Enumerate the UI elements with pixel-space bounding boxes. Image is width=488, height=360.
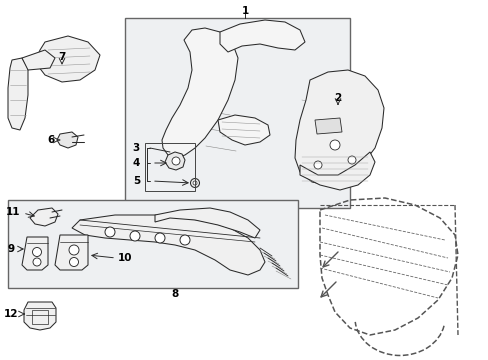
Polygon shape xyxy=(24,302,56,330)
Text: 12: 12 xyxy=(3,309,18,319)
Circle shape xyxy=(347,156,355,164)
Circle shape xyxy=(32,248,41,256)
Polygon shape xyxy=(220,20,305,52)
Polygon shape xyxy=(8,58,28,130)
Polygon shape xyxy=(35,36,100,82)
Text: 2: 2 xyxy=(334,93,341,103)
Bar xyxy=(125,18,349,208)
Circle shape xyxy=(180,235,190,245)
Text: 11: 11 xyxy=(5,207,20,217)
Bar xyxy=(145,143,195,191)
Polygon shape xyxy=(314,118,341,134)
Polygon shape xyxy=(294,70,383,185)
Polygon shape xyxy=(22,50,55,70)
Bar xyxy=(8,200,297,288)
Text: 10: 10 xyxy=(118,253,132,263)
Polygon shape xyxy=(72,215,264,275)
Circle shape xyxy=(313,161,321,169)
Circle shape xyxy=(33,258,41,266)
Text: 3: 3 xyxy=(132,143,140,153)
Text: 9: 9 xyxy=(8,244,15,254)
Text: 1: 1 xyxy=(241,6,248,16)
Polygon shape xyxy=(164,152,184,170)
Circle shape xyxy=(105,227,115,237)
Polygon shape xyxy=(162,28,238,158)
Polygon shape xyxy=(155,208,260,238)
Polygon shape xyxy=(55,235,88,270)
Text: 5: 5 xyxy=(132,176,140,186)
Text: 4: 4 xyxy=(132,158,140,168)
Circle shape xyxy=(329,140,339,150)
Polygon shape xyxy=(57,132,78,148)
Polygon shape xyxy=(299,152,374,190)
Circle shape xyxy=(130,231,140,241)
Circle shape xyxy=(172,157,180,165)
Circle shape xyxy=(190,179,199,188)
Polygon shape xyxy=(218,115,269,145)
Polygon shape xyxy=(30,208,58,226)
Circle shape xyxy=(69,245,79,255)
Circle shape xyxy=(193,181,197,185)
Circle shape xyxy=(155,233,164,243)
Text: 8: 8 xyxy=(171,289,178,299)
Circle shape xyxy=(69,257,79,266)
Polygon shape xyxy=(22,237,48,270)
Text: 6: 6 xyxy=(48,135,55,145)
Text: 7: 7 xyxy=(58,52,65,62)
